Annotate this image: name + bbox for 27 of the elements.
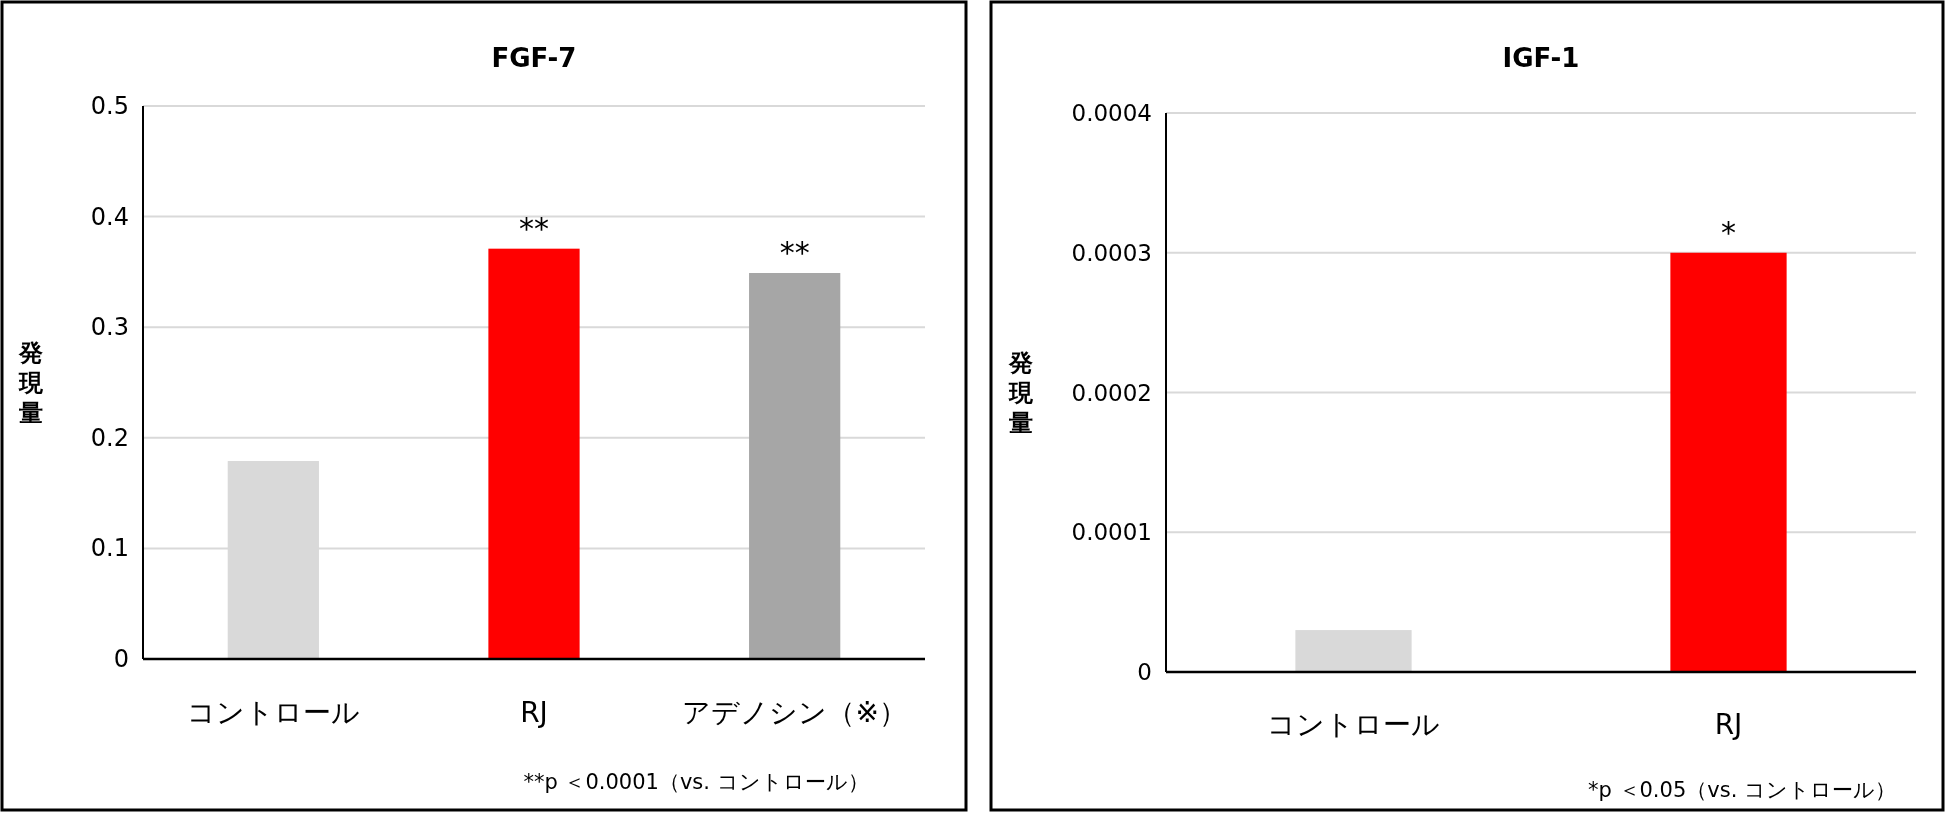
y-axis-title: 発現量 xyxy=(18,338,44,427)
bar xyxy=(749,273,841,659)
x-tick-label: コントロール xyxy=(186,695,360,729)
x-tick-label: コントロール xyxy=(1267,707,1440,741)
y-tick-label: 0.0002 xyxy=(1071,379,1152,406)
annotation: ** xyxy=(779,235,810,271)
text: **p ＜0.0001（vs. コントロール） xyxy=(523,770,869,794)
y-tick-label: 0.4 xyxy=(90,202,129,231)
chart-title: IGF-1 xyxy=(1502,43,1580,73)
y-tick-label: 0.0004 xyxy=(1071,100,1152,126)
bar xyxy=(488,248,580,659)
text: *p ＜0.05（vs. コントロール） xyxy=(1588,778,1896,802)
y-tick-label: 0.5 xyxy=(90,92,129,120)
y-tick-label: 0 xyxy=(1137,659,1152,685)
y-tick-label: 0.1 xyxy=(90,534,129,563)
chart-title: FGF-7 xyxy=(491,43,577,73)
y-tick-label: 0.3 xyxy=(90,313,129,342)
y-tick-label: 0 xyxy=(113,645,129,673)
annotation: * xyxy=(1721,214,1736,250)
x-tick-label: アデノシン（※） xyxy=(682,695,907,729)
y-tick-label: 0.2 xyxy=(90,423,129,452)
annotation: ** xyxy=(519,210,549,246)
y-tick-label: 0.0003 xyxy=(1071,239,1152,266)
y-tick-label: 0.0001 xyxy=(1071,519,1152,546)
x-tick-label: RJ xyxy=(520,695,548,729)
y-axis-title: 発現量 xyxy=(1008,348,1034,437)
x-tick-label: RJ xyxy=(1714,707,1743,741)
